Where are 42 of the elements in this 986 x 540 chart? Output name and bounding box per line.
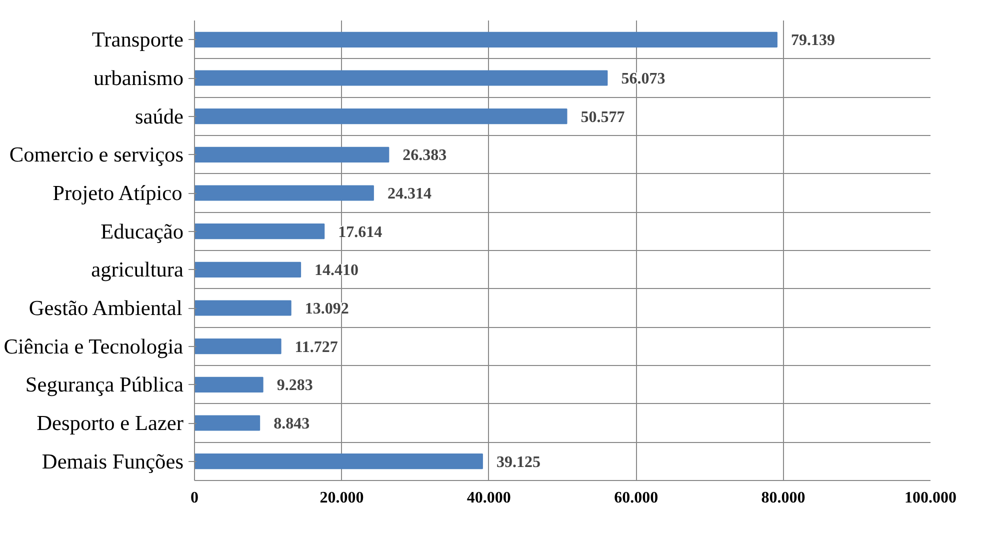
data-label: 39.125 (496, 454, 540, 471)
bar (194, 262, 302, 278)
data-label: 79.139 (790, 32, 835, 50)
bar (194, 108, 568, 124)
data-label: 24.314 (387, 186, 432, 202)
data-label: 9.283 (276, 377, 313, 394)
y-tick-label: Segurança Pública (25, 372, 184, 397)
x-tick-label: 40.000 (466, 490, 511, 506)
bar (194, 32, 778, 48)
y-tick-label: agricultura (91, 258, 184, 282)
x-tick-label: 60.000 (614, 490, 658, 506)
bar (194, 376, 264, 392)
bar (194, 338, 282, 354)
data-label: 26.383 (402, 147, 447, 164)
y-tick-label: Projeto Atípico (52, 181, 182, 205)
data-label: 50.577 (580, 108, 625, 126)
bar (194, 224, 325, 240)
y-tick-label: Comercio e serviços (9, 142, 184, 167)
data-label: 13.092 (304, 300, 349, 318)
y-tick-label: Ciência e Tecnologia (4, 334, 184, 358)
bar (194, 185, 374, 201)
data-label: 11.727 (294, 338, 338, 356)
data-label: 14.410 (314, 262, 359, 280)
data-label: 17.614 (338, 224, 382, 241)
bar (194, 415, 260, 431)
x-tick-label: 0 (190, 490, 198, 506)
y-tick-label: urbanismo (93, 66, 184, 90)
y-tick-label: Educação (100, 219, 184, 244)
y-tick-label: Transporte (92, 28, 184, 52)
data-label: 8.843 (274, 416, 310, 432)
y-tick-label: Desporto e Lazer (36, 411, 184, 435)
bar (194, 70, 608, 86)
x-tick-label: 100.000 (904, 490, 956, 506)
y-tick-label: Demais Funções (42, 449, 184, 474)
bar (194, 300, 292, 316)
bar (194, 454, 483, 470)
x-tick-label: 80.000 (761, 490, 806, 506)
x-tick-label: 20.000 (320, 490, 364, 506)
bar (194, 146, 390, 162)
y-tick-label: saúde (134, 104, 184, 128)
y-tick-label: Gestão Ambiental (28, 296, 182, 320)
data-label: 56.073 (621, 70, 666, 88)
